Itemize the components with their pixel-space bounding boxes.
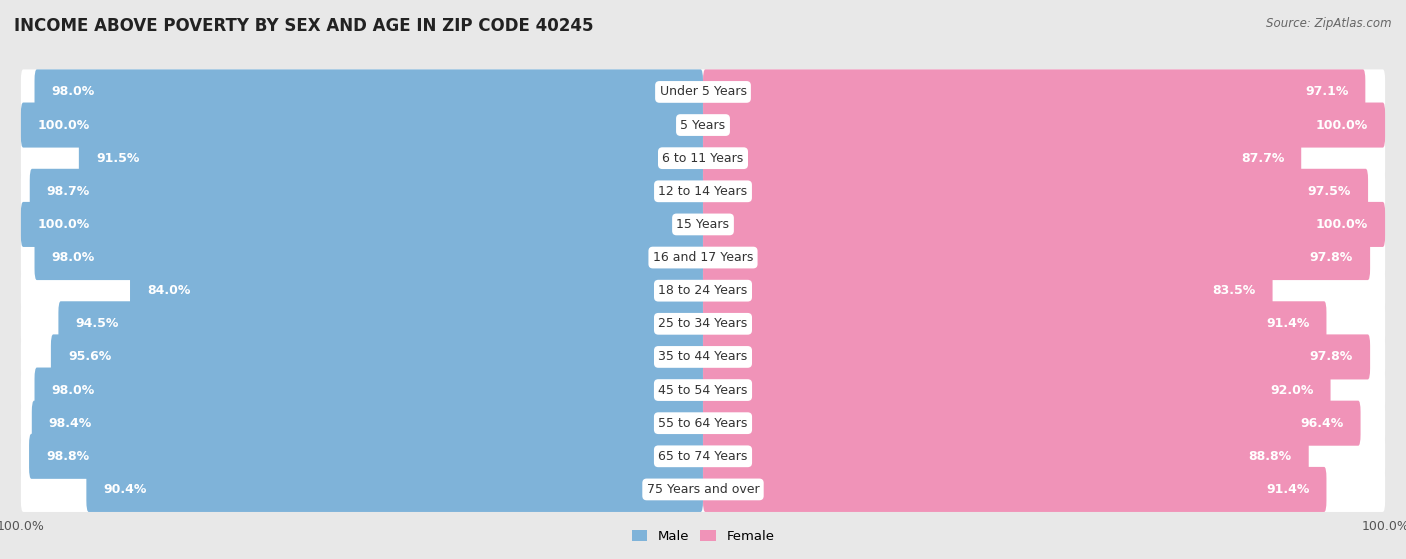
FancyBboxPatch shape xyxy=(703,102,1385,148)
FancyBboxPatch shape xyxy=(21,102,1385,148)
Text: 25 to 34 Years: 25 to 34 Years xyxy=(658,318,748,330)
Legend: Male, Female: Male, Female xyxy=(626,524,780,548)
FancyBboxPatch shape xyxy=(59,301,703,347)
FancyBboxPatch shape xyxy=(30,169,703,214)
FancyBboxPatch shape xyxy=(703,136,1301,181)
Text: 6 to 11 Years: 6 to 11 Years xyxy=(662,151,744,165)
FancyBboxPatch shape xyxy=(129,268,703,313)
FancyBboxPatch shape xyxy=(703,434,1309,479)
Text: 100.0%: 100.0% xyxy=(38,119,90,131)
FancyBboxPatch shape xyxy=(21,136,1385,181)
Text: 87.7%: 87.7% xyxy=(1240,151,1284,165)
Text: 100.0%: 100.0% xyxy=(38,218,90,231)
Text: 98.4%: 98.4% xyxy=(49,416,93,430)
Text: 16 and 17 Years: 16 and 17 Years xyxy=(652,251,754,264)
Text: Under 5 Years: Under 5 Years xyxy=(659,86,747,98)
FancyBboxPatch shape xyxy=(703,169,1368,214)
Text: Source: ZipAtlas.com: Source: ZipAtlas.com xyxy=(1267,17,1392,30)
Text: 100.0%: 100.0% xyxy=(1316,218,1368,231)
FancyBboxPatch shape xyxy=(32,401,703,446)
FancyBboxPatch shape xyxy=(703,401,1361,446)
FancyBboxPatch shape xyxy=(703,235,1369,280)
FancyBboxPatch shape xyxy=(21,202,703,247)
Text: 12 to 14 Years: 12 to 14 Years xyxy=(658,185,748,198)
Text: 15 Years: 15 Years xyxy=(676,218,730,231)
Text: 91.4%: 91.4% xyxy=(1265,318,1309,330)
FancyBboxPatch shape xyxy=(86,467,703,512)
Text: 5 Years: 5 Years xyxy=(681,119,725,131)
FancyBboxPatch shape xyxy=(21,235,1385,280)
FancyBboxPatch shape xyxy=(21,467,1385,512)
Text: 88.8%: 88.8% xyxy=(1249,450,1292,463)
Text: 97.8%: 97.8% xyxy=(1310,350,1353,363)
Text: 98.0%: 98.0% xyxy=(52,251,94,264)
FancyBboxPatch shape xyxy=(35,235,703,280)
Text: 55 to 64 Years: 55 to 64 Years xyxy=(658,416,748,430)
FancyBboxPatch shape xyxy=(703,301,1326,347)
Text: INCOME ABOVE POVERTY BY SEX AND AGE IN ZIP CODE 40245: INCOME ABOVE POVERTY BY SEX AND AGE IN Z… xyxy=(14,17,593,35)
FancyBboxPatch shape xyxy=(21,301,1385,347)
FancyBboxPatch shape xyxy=(35,69,703,115)
FancyBboxPatch shape xyxy=(35,367,703,413)
FancyBboxPatch shape xyxy=(703,268,1272,313)
FancyBboxPatch shape xyxy=(51,334,703,380)
FancyBboxPatch shape xyxy=(703,334,1369,380)
FancyBboxPatch shape xyxy=(21,202,1385,247)
Text: 45 to 54 Years: 45 to 54 Years xyxy=(658,383,748,396)
Text: 97.1%: 97.1% xyxy=(1305,86,1348,98)
Text: 83.5%: 83.5% xyxy=(1212,284,1256,297)
Text: 90.4%: 90.4% xyxy=(104,483,146,496)
Text: 91.4%: 91.4% xyxy=(1265,483,1309,496)
FancyBboxPatch shape xyxy=(21,334,1385,380)
FancyBboxPatch shape xyxy=(703,202,1385,247)
FancyBboxPatch shape xyxy=(703,69,1365,115)
Text: 35 to 44 Years: 35 to 44 Years xyxy=(658,350,748,363)
Text: 95.6%: 95.6% xyxy=(67,350,111,363)
FancyBboxPatch shape xyxy=(79,136,703,181)
FancyBboxPatch shape xyxy=(703,367,1330,413)
Text: 18 to 24 Years: 18 to 24 Years xyxy=(658,284,748,297)
Text: 84.0%: 84.0% xyxy=(148,284,190,297)
Text: 65 to 74 Years: 65 to 74 Years xyxy=(658,450,748,463)
Text: 91.5%: 91.5% xyxy=(96,151,139,165)
Text: 97.5%: 97.5% xyxy=(1308,185,1351,198)
FancyBboxPatch shape xyxy=(21,69,1385,115)
Text: 97.8%: 97.8% xyxy=(1310,251,1353,264)
Text: 98.8%: 98.8% xyxy=(46,450,89,463)
FancyBboxPatch shape xyxy=(21,268,1385,313)
FancyBboxPatch shape xyxy=(21,434,1385,479)
FancyBboxPatch shape xyxy=(21,169,1385,214)
FancyBboxPatch shape xyxy=(21,367,1385,413)
FancyBboxPatch shape xyxy=(21,102,703,148)
Text: 98.0%: 98.0% xyxy=(52,383,94,396)
Text: 98.0%: 98.0% xyxy=(52,86,94,98)
Text: 96.4%: 96.4% xyxy=(1301,416,1344,430)
FancyBboxPatch shape xyxy=(21,401,1385,446)
FancyBboxPatch shape xyxy=(30,434,703,479)
Text: 98.7%: 98.7% xyxy=(46,185,90,198)
Text: 94.5%: 94.5% xyxy=(76,318,120,330)
Text: 92.0%: 92.0% xyxy=(1270,383,1313,396)
Text: 75 Years and over: 75 Years and over xyxy=(647,483,759,496)
Text: 100.0%: 100.0% xyxy=(1316,119,1368,131)
FancyBboxPatch shape xyxy=(703,467,1326,512)
